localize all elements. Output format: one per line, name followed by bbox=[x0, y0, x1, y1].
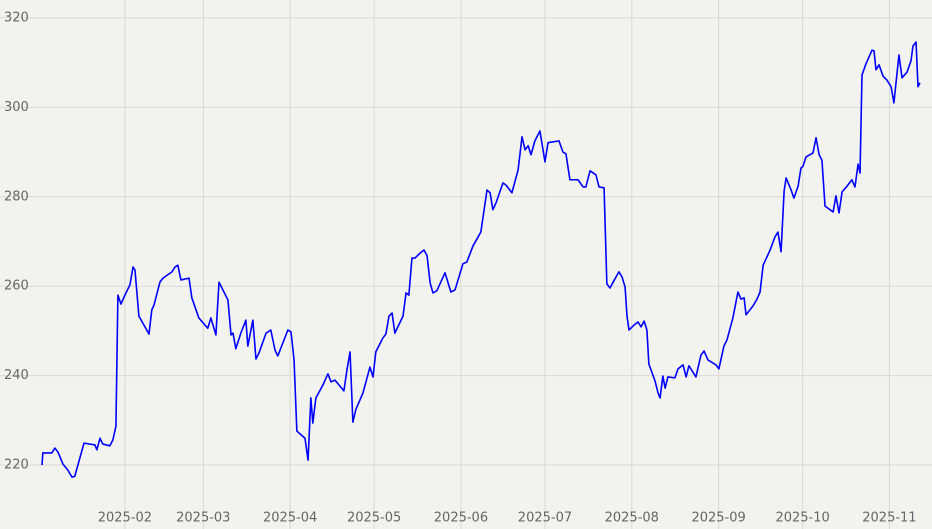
x-tick-label: 2025-06 bbox=[434, 511, 488, 526]
x-tick-label: 2025-10 bbox=[775, 511, 829, 526]
x-tick-label: 2025-02 bbox=[98, 511, 152, 526]
y-tick-label: 260 bbox=[4, 279, 29, 294]
y-tick-label: 220 bbox=[4, 458, 29, 473]
x-tick-label: 2025-08 bbox=[605, 511, 659, 526]
x-tick-label: 2025-03 bbox=[176, 511, 230, 526]
y-tick-label: 320 bbox=[4, 10, 29, 25]
x-tick-label: 2025-09 bbox=[691, 511, 745, 526]
x-tick-label: 2025-04 bbox=[263, 511, 317, 526]
y-tick-label: 280 bbox=[4, 189, 29, 204]
x-tick-label: 2025-07 bbox=[518, 511, 572, 526]
price-line bbox=[41, 41, 921, 478]
x-tick-label: 2025-11 bbox=[862, 511, 916, 526]
y-tick-label: 300 bbox=[4, 100, 29, 115]
x-tick-label: 2025-05 bbox=[347, 511, 401, 526]
y-tick-label: 240 bbox=[4, 368, 29, 383]
